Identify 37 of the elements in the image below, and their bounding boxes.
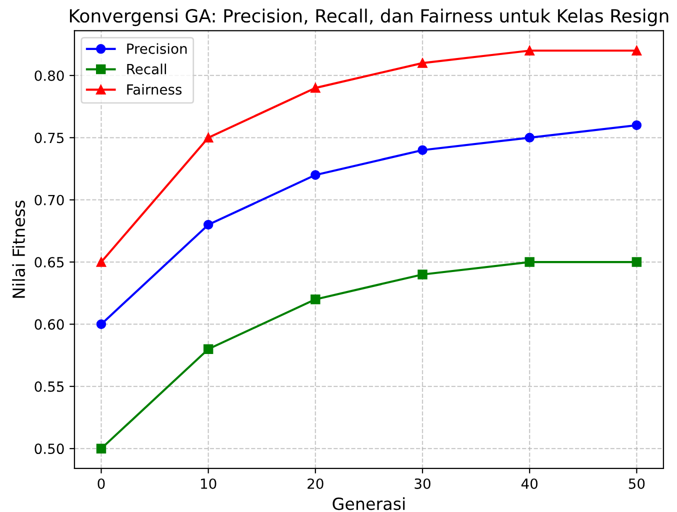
point (203, 132, 214, 143)
point (418, 145, 428, 155)
point (96, 444, 106, 454)
point (418, 58, 428, 68)
point (310, 294, 320, 304)
point (524, 257, 534, 267)
x-tick-label: 20 (308, 478, 324, 489)
y-tick-label: 0.65 (34, 257, 64, 268)
point (96, 319, 106, 330)
point (524, 132, 534, 143)
point (310, 170, 320, 180)
y-tick-label: 0.50 (34, 444, 64, 454)
y-tick-label: 0.60 (34, 319, 64, 330)
legend-label: Recall (127, 64, 166, 74)
point (632, 257, 642, 267)
x-tick-label: 40 (521, 478, 538, 489)
point (96, 257, 106, 267)
point (632, 120, 642, 130)
y-axis-title: Nilai Fitness (12, 200, 26, 298)
point (310, 83, 320, 93)
point (203, 344, 214, 354)
point (418, 270, 428, 280)
x-tick-label: 0 (98, 478, 105, 489)
point (203, 220, 214, 230)
legend-label: Precision (127, 43, 187, 54)
point (632, 46, 642, 56)
y-tick-label: 0.75 (34, 132, 64, 144)
chart-title: Konvergensi GA: Precision, Recall, dan Fairness untuk Kelas Resign (70, 8, 668, 26)
x-axis-title: Generasi (332, 497, 405, 510)
y-tick-label: 0.80 (34, 70, 64, 81)
point (524, 46, 534, 56)
y-tick-label: 0.70 (34, 194, 64, 206)
x-tick-label: 10 (201, 478, 216, 489)
legend-label: Fairness (127, 84, 182, 95)
x-tick-label: 30 (414, 478, 430, 489)
y-tick-label: 0.55 (34, 381, 64, 392)
x-tick-label: 50 (628, 478, 645, 489)
